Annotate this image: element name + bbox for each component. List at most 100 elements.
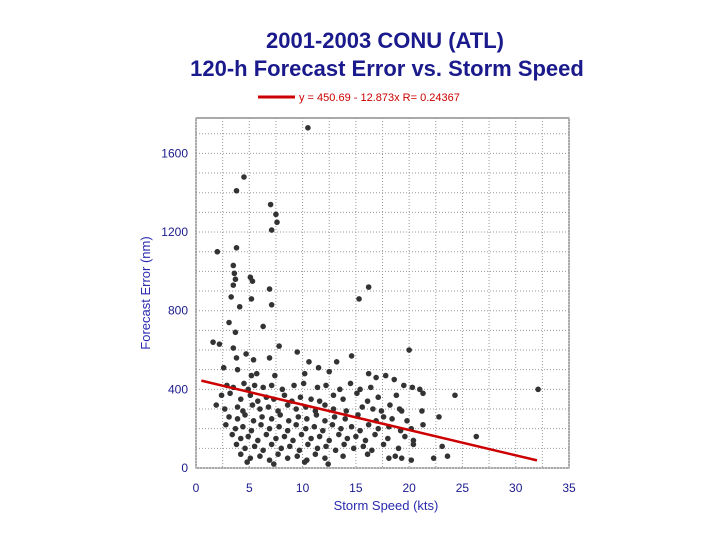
data-point <box>260 384 266 391</box>
data-point <box>354 390 360 397</box>
data-point <box>364 398 371 404</box>
data-point <box>305 125 311 131</box>
data-point <box>380 414 387 420</box>
data-point <box>226 319 232 326</box>
data-point <box>214 248 221 255</box>
data-point <box>365 421 372 428</box>
x-tick-label: 35 <box>562 481 576 495</box>
data-point <box>285 418 292 424</box>
x-tick-label: 10 <box>296 481 310 495</box>
data-point <box>237 451 244 458</box>
data-point <box>237 435 244 442</box>
data-point <box>268 416 275 422</box>
data-point <box>245 433 252 440</box>
data-point <box>220 364 227 371</box>
data-point <box>266 355 273 361</box>
data-point <box>266 425 273 432</box>
x-tick-label: 15 <box>349 481 363 495</box>
data-point <box>391 376 398 383</box>
data-point <box>401 382 407 389</box>
data-point <box>278 445 285 452</box>
data-point <box>232 425 239 432</box>
data-point <box>365 370 372 377</box>
legend: y = 450.69 - 12.873x R= 0.24367 <box>258 92 460 104</box>
data-point <box>284 455 291 461</box>
data-point <box>343 408 350 414</box>
data-point <box>257 406 263 412</box>
data-point <box>322 402 328 408</box>
data-point <box>314 445 321 452</box>
data-point <box>312 451 319 458</box>
data-point <box>244 459 250 465</box>
data-point <box>333 359 340 365</box>
data-point <box>268 301 275 308</box>
data-point <box>233 355 240 361</box>
data-point <box>322 418 328 424</box>
data-point <box>253 370 260 377</box>
y-tick-label: 800 <box>168 304 188 318</box>
data-point <box>373 374 379 381</box>
data-point <box>279 386 286 393</box>
data-point <box>216 341 223 347</box>
data-point <box>420 421 426 428</box>
data-point <box>274 219 280 226</box>
data-point <box>293 406 299 412</box>
data-point <box>356 296 362 302</box>
data-point <box>276 423 282 430</box>
legend-text: y = 450.69 - 12.873x R= 0.24367 <box>299 92 460 104</box>
data-point <box>301 370 308 377</box>
data-point <box>232 329 239 336</box>
data-point <box>248 296 255 302</box>
data-point <box>236 303 243 310</box>
data-point <box>266 457 273 463</box>
data-point <box>210 339 216 345</box>
data-point <box>357 427 363 434</box>
data-point <box>348 353 355 359</box>
data-point <box>330 392 337 399</box>
data-point <box>330 406 337 412</box>
data-point <box>218 392 225 399</box>
data-point <box>353 433 359 440</box>
data-point <box>300 380 307 387</box>
data-point <box>295 414 302 420</box>
data-point <box>249 402 256 408</box>
x-tick-label: 20 <box>402 481 416 495</box>
data-point <box>257 453 263 460</box>
y-tick-label: 0 <box>181 461 188 475</box>
data-point <box>231 270 238 277</box>
y-tick-label: 400 <box>168 382 188 396</box>
data-point <box>340 453 346 460</box>
data-point <box>230 282 237 288</box>
data-point <box>296 447 303 454</box>
data-point <box>259 414 265 420</box>
data-point <box>398 455 405 461</box>
y-axis: 0 400 800 1200 1600 <box>161 146 188 475</box>
data-point <box>291 382 297 389</box>
data-point <box>227 390 233 397</box>
data-point <box>232 276 239 283</box>
data-point <box>302 425 309 432</box>
data-point <box>226 414 232 420</box>
data-point <box>314 384 321 391</box>
data-point <box>375 425 382 432</box>
data-point <box>406 347 412 353</box>
data-point <box>263 431 270 438</box>
data-point <box>382 372 389 379</box>
data-point <box>316 433 323 440</box>
data-point <box>265 404 272 410</box>
data-point <box>298 431 305 438</box>
data-point <box>370 406 376 412</box>
data-point <box>439 443 445 450</box>
data-point <box>247 455 254 461</box>
data-point <box>409 384 416 391</box>
data-point <box>242 445 248 452</box>
x-tick-label: 0 <box>193 481 200 495</box>
chart-title-line-2: 120-h Forecast Error vs. Storm Speed <box>190 56 584 81</box>
data-point <box>242 412 248 418</box>
data-point <box>294 349 301 355</box>
data-point <box>251 443 258 450</box>
data-point <box>255 437 261 444</box>
data-point <box>329 421 336 428</box>
data-point <box>404 418 410 424</box>
